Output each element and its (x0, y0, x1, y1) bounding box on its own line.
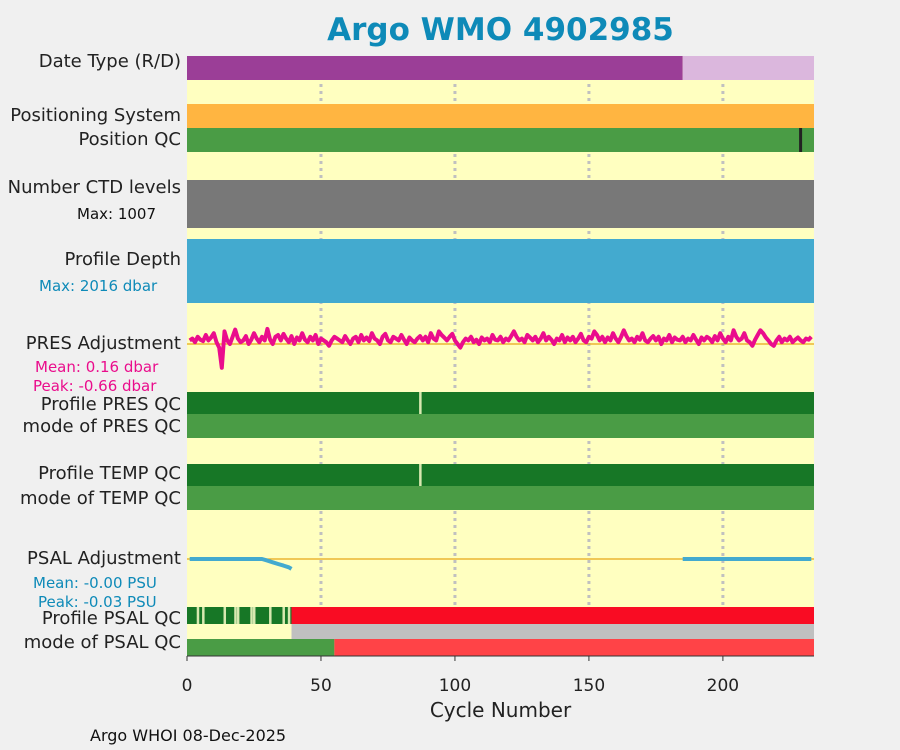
x-tick-label-50: 50 (310, 676, 332, 696)
x-tick-label-200: 200 (707, 676, 739, 696)
profile_psal_qc-gap-19 (236, 607, 240, 624)
profile_psal_qc-gap-38 (287, 607, 291, 624)
psal-peak: Peak: -0.03 PSU (38, 593, 157, 611)
label-profile-temp-qc: Profile TEMP QC (38, 463, 181, 484)
positioning_system-segment-0 (187, 104, 814, 128)
profile-depth-bar (187, 239, 814, 303)
data_type-segment-0 (187, 56, 683, 80)
mode_psal_qc-segment-1 (334, 639, 814, 656)
mode_pres_qc-segment-0 (187, 414, 814, 438)
label-position-qc: Position QC (78, 129, 181, 150)
profile_psal_qc-gap-4 (196, 607, 200, 624)
profile_psal_qc-gap-24 (250, 607, 253, 624)
mode_psal_qc_upper-segment-0 (291, 624, 814, 639)
adjustment-lines (187, 326, 814, 571)
label-mode-psal-qc: mode of PSAL QC (23, 632, 181, 653)
qc-bars (187, 56, 814, 656)
x-tick-label-0: 0 (182, 676, 193, 696)
profile_temp_qc-segment-0 (187, 464, 814, 486)
profile_pres_qc-gap-87 (419, 392, 422, 414)
position_qc-segment-0 (187, 128, 814, 152)
profile_psal_qc-gap-31 (269, 607, 272, 624)
profile_psal_qc-gap-18 (234, 607, 237, 624)
pres-mean: Mean: 0.16 dbar (35, 358, 159, 376)
data_type-segment-1 (682, 56, 814, 80)
profile_psal_qc-gap-25 (252, 607, 256, 624)
pres-adjustment-series (188, 326, 813, 370)
ctd-levels-bar (187, 180, 814, 228)
profile_psal_qc-gap-36 (282, 607, 285, 624)
label-positioning-system: Positioning System (10, 105, 181, 126)
label-profile-depth: Profile Depth (64, 249, 181, 270)
x-axis-label: Cycle Number (429, 698, 572, 722)
depth-max: Max: 2016 dbar (39, 277, 158, 295)
label-data-type: Date Type (R/D) (38, 51, 181, 72)
label-profile-psal-qc: Profile PSAL QC (41, 608, 181, 629)
profile_psal_qc-gap-14 (223, 607, 227, 624)
footer-credit: Argo WHOI 08-Dec-2025 (90, 726, 287, 745)
profile_psal_qc-gap-6 (202, 607, 205, 624)
profile_temp_qc-gap-87 (419, 464, 422, 486)
x-axis: 0 50 100 150 200 (182, 655, 814, 696)
label-psal-adjustment: PSAL Adjustment (26, 548, 181, 569)
label-ctd-levels: Number CTD levels (7, 177, 181, 198)
label-pres-adjustment: PRES Adjustment (25, 333, 181, 354)
plot-background (187, 56, 814, 656)
mode_temp_qc-segment-0 (187, 486, 814, 510)
chart-title: Argo WMO 4902985 (327, 12, 674, 48)
grid-lines (319, 56, 725, 656)
ctd-max: Max: 1007 (77, 205, 157, 223)
x-tick-label-100: 100 (439, 676, 471, 696)
pres-peak: Peak: -0.66 dbar (33, 377, 157, 395)
label-profile-pres-qc: Profile PRES QC (40, 394, 181, 415)
psal-mean: Mean: -0.00 PSU (33, 574, 157, 592)
x-tick-label-150: 150 (573, 676, 605, 696)
label-mode-pres-qc: mode of PRES QC (22, 416, 181, 437)
psal-adjustment-series-0 (189, 557, 293, 571)
mode_psal_qc-segment-0 (187, 639, 335, 656)
profile_pres_qc-segment-0 (187, 392, 814, 414)
label-mode-temp-qc: mode of TEMP QC (19, 488, 181, 509)
profile_psal_qc-segment-1 (291, 607, 814, 624)
position_qc-mark-229 (799, 128, 803, 152)
